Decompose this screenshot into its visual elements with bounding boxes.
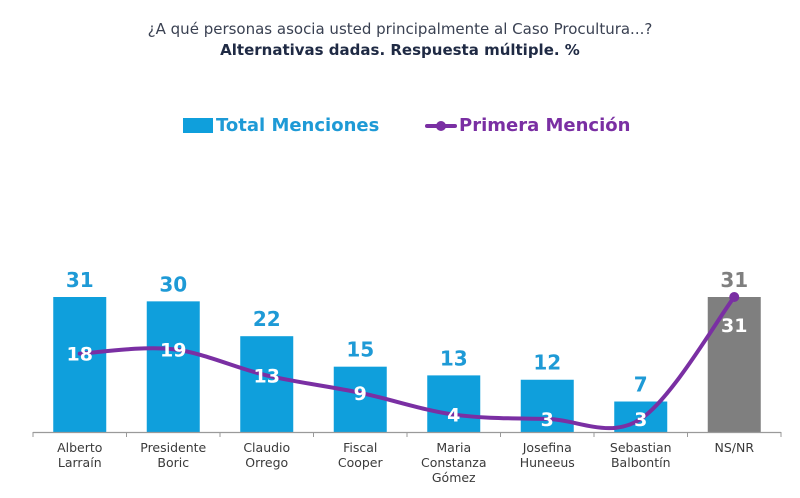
chart-title: ¿A qué personas asocia usted principalme… (147, 20, 653, 38)
x-tick-label-5-1: Huneeus (520, 455, 575, 470)
bar-value-label-7: 31 (720, 268, 748, 292)
bar-value-label-0: 31 (66, 268, 94, 292)
x-tick-label-6-0: Sebastian (610, 440, 672, 455)
line-value-label-0: 18 (67, 344, 93, 366)
x-tick-label-4-1: Constanza (421, 455, 487, 470)
bar-5 (520, 379, 574, 432)
x-tick-label-4-0: Maria (436, 440, 471, 455)
legend-label-primera-mencion: Primera Mención (459, 115, 631, 136)
bar-3 (333, 366, 387, 432)
line-value-label-5: 3 (541, 409, 554, 431)
x-tick-label-2-1: Orrego (245, 455, 288, 470)
bar-4 (427, 375, 481, 432)
line-value-label-3: 9 (354, 383, 367, 405)
x-tick-label-5-0: Josefina (522, 440, 572, 455)
x-tick-label-4-2: Gómez (432, 470, 476, 485)
x-tick-label-7-0: NS/NR (714, 440, 754, 455)
bar-2 (240, 336, 294, 432)
bar-value-label-4: 13 (440, 346, 468, 370)
series-line-primera-mencion (77, 295, 737, 431)
x-tick-label-0-1: Larraín (58, 455, 102, 470)
line-value-label-2: 13 (254, 365, 280, 387)
bar-value-label-6: 7 (634, 373, 648, 397)
legend-item-total-menciones: Total Menciones (183, 115, 379, 136)
x-tick-label-1-0: Presidente (140, 440, 206, 455)
bar-1 (146, 301, 200, 432)
line-marker-swatch-icon (425, 118, 457, 133)
bar-value-label-3: 15 (346, 338, 374, 362)
x-tick-label-2-0: Claudio (243, 440, 290, 455)
legend: Total Menciones Primera Mención (0, 115, 800, 141)
line-value-label-7: 31 (721, 315, 747, 337)
x-tick-label-3-0: Fiscal (343, 440, 377, 455)
x-tick-label-0-0: Alberto (57, 440, 102, 455)
x-tick-label-1-1: Boric (157, 455, 189, 470)
line-value-label-6: 3 (634, 409, 647, 431)
bar-0 (53, 297, 107, 432)
line-value-label-1: 19 (160, 339, 186, 361)
legend-label-total-menciones: Total Menciones (216, 115, 380, 136)
x-tick-label-6-1: Balbontín (611, 455, 671, 470)
bar-value-label-2: 22 (253, 307, 281, 331)
x-tick-label-3-1: Cooper (338, 455, 384, 470)
legend-item-primera-mencion: Primera Mención (425, 115, 630, 136)
line-point-marker-7 (729, 292, 740, 302)
bar-swatch-icon (183, 118, 213, 133)
bar-value-label-5: 12 (533, 351, 561, 375)
chart-subtitle: Alternativas dadas. Respuesta múltiple. … (220, 41, 580, 59)
bar-value-label-1: 30 (159, 272, 187, 296)
line-value-label-4: 4 (447, 405, 460, 427)
